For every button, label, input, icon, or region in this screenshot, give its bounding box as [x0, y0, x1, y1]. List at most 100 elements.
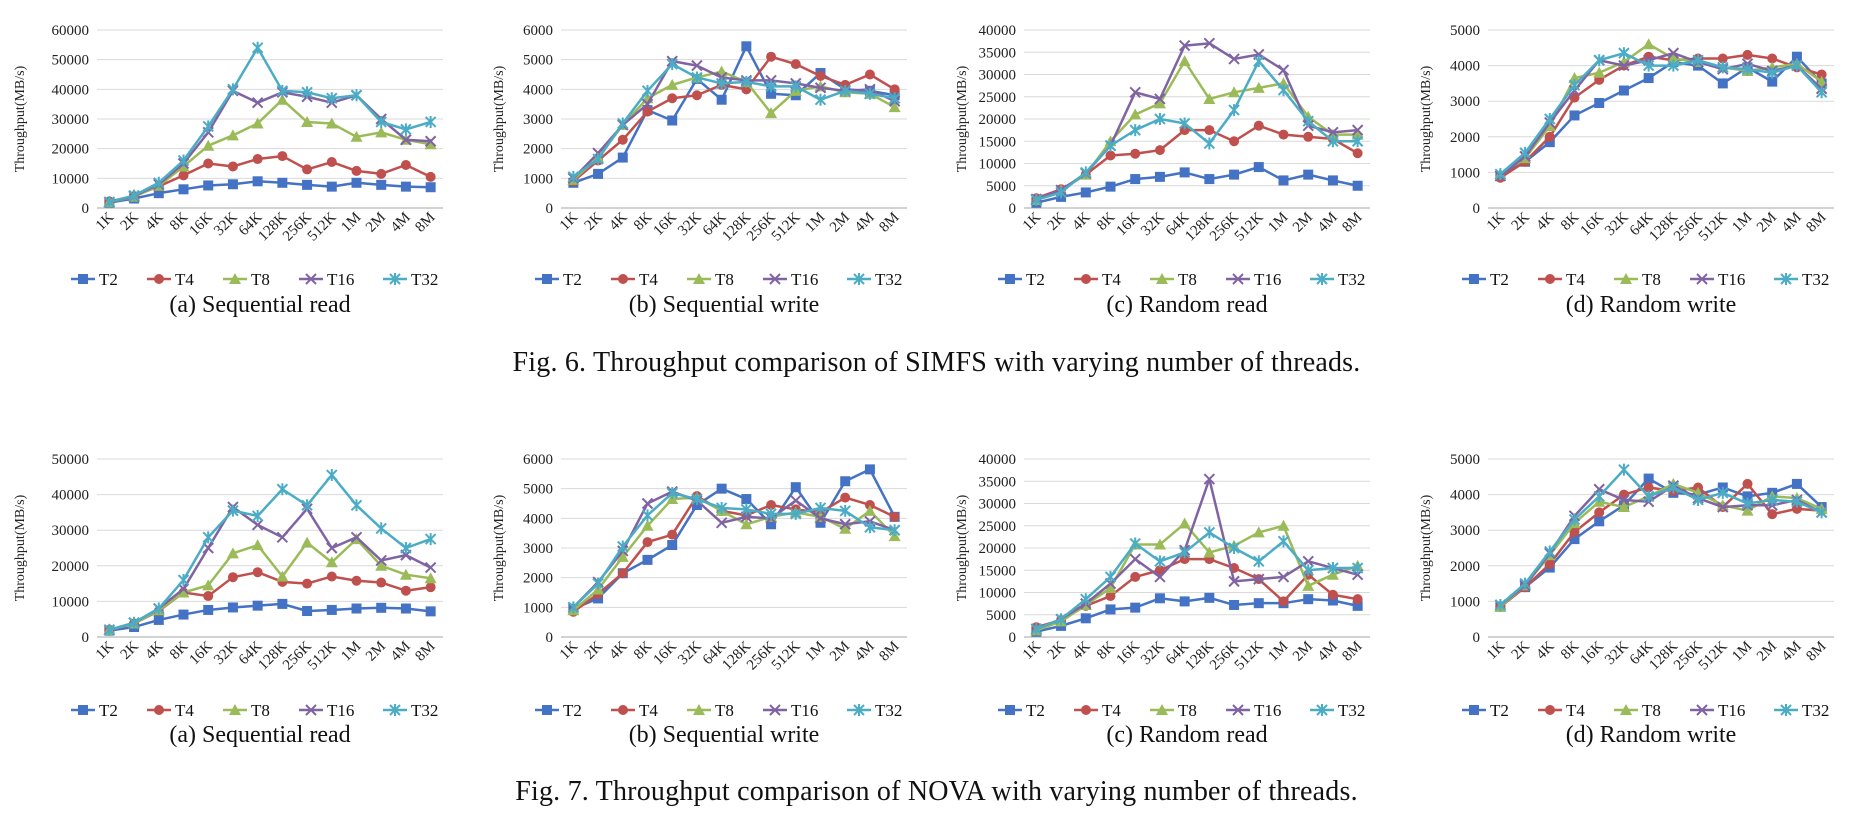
data-point	[178, 184, 189, 195]
y-tick-label: 1000	[523, 171, 553, 187]
legend-marker	[305, 704, 317, 716]
y-tick-label: 10000	[52, 171, 90, 187]
y-tick-label: 2000	[1450, 130, 1480, 146]
x-tick-label: 512K	[769, 638, 804, 673]
data-point	[424, 561, 437, 574]
data-point	[252, 154, 263, 165]
data-point	[1203, 37, 1216, 50]
x-tick-label: 2K	[1045, 209, 1069, 233]
data-point	[1154, 571, 1166, 583]
data-point	[1326, 128, 1339, 140]
data-point	[1791, 51, 1802, 62]
series-t2	[568, 464, 900, 614]
x-tick-label: 1K	[557, 638, 581, 662]
legend-item-t32: T32	[1310, 701, 1365, 720]
data-point	[103, 623, 116, 636]
legend-label: T2	[1026, 701, 1045, 720]
x-tick-label: 1M	[338, 639, 364, 665]
data-point	[1302, 115, 1314, 128]
data-point	[178, 609, 189, 620]
data-point	[1351, 124, 1364, 136]
y-tick-label: 40000	[979, 452, 1017, 468]
data-point	[1105, 181, 1116, 192]
data-point	[1618, 494, 1630, 506]
legend-label: T16	[791, 701, 818, 720]
panel-title: (d) Random write	[1566, 292, 1737, 318]
data-point	[1228, 53, 1240, 65]
x-tick-label: 1M	[1729, 639, 1755, 665]
data-point	[740, 518, 753, 530]
y-tick-label: 2000	[1450, 559, 1480, 575]
x-tick-label: 1K	[93, 209, 117, 233]
x-tick-label: 32K	[211, 638, 241, 668]
data-point	[691, 59, 703, 72]
data-point	[840, 492, 851, 503]
legend-label: T4	[175, 270, 194, 289]
data-point	[1351, 135, 1364, 148]
y-tick-label: 0	[1009, 630, 1017, 646]
data-point	[1105, 604, 1116, 615]
y-tick-label: 1000	[523, 600, 553, 616]
y-tick-label: 4000	[523, 82, 553, 98]
data-point	[350, 531, 363, 544]
legend-marker	[1696, 704, 1708, 716]
data-point	[424, 135, 437, 147]
x-tick-label: 2M	[1290, 210, 1316, 236]
data-point	[1327, 135, 1339, 148]
data-point	[1544, 137, 1555, 148]
data-point	[276, 93, 289, 105]
data-point	[203, 604, 214, 615]
data-point	[178, 170, 189, 181]
data-point	[1253, 555, 1265, 568]
data-point	[1228, 542, 1240, 554]
data-point	[1791, 59, 1803, 72]
data-point	[888, 524, 901, 537]
data-point	[1352, 594, 1363, 605]
data-point	[1519, 577, 1531, 590]
data-point	[641, 98, 654, 110]
data-point	[1594, 97, 1605, 108]
legend-marker	[1545, 705, 1555, 715]
legend-label: T16	[1254, 270, 1281, 289]
data-point	[889, 84, 900, 95]
legend-label: T16	[1718, 270, 1745, 289]
data-point	[227, 572, 238, 583]
legend-item-t16: T16	[763, 270, 818, 289]
legend-label: T8	[715, 270, 734, 289]
data-point	[1791, 503, 1802, 514]
data-point	[1717, 501, 1729, 513]
x-tick-label: 4K	[606, 638, 630, 662]
legend-item-t32: T32	[1774, 701, 1829, 720]
data-point	[1277, 64, 1290, 76]
data-point	[1767, 76, 1778, 87]
data-point	[277, 151, 288, 162]
x-tick-label: 1K	[1020, 638, 1044, 662]
x-tick-label: 16K	[1113, 638, 1143, 668]
figure-6-caption: Fig. 6. Throughput comparison of SIMFS w…	[512, 347, 1361, 378]
legend-marker	[769, 273, 781, 285]
x-tick-label: 2K	[1509, 638, 1533, 662]
series-t32	[567, 487, 901, 614]
x-tick-label: 4M	[388, 639, 414, 665]
data-point	[1154, 145, 1165, 156]
x-tick-label: 4M	[852, 639, 878, 665]
x-tick-label: 32K	[1602, 209, 1632, 239]
data-point	[766, 519, 777, 530]
x-tick-label: 32K	[1602, 638, 1632, 668]
legend-label: T8	[251, 701, 270, 720]
series-line	[572, 468, 896, 610]
data-point	[864, 521, 876, 534]
legend-item-t8: T8	[687, 701, 734, 720]
panel-title: (b) Sequential write	[629, 292, 820, 318]
data-point	[375, 115, 387, 128]
data-point	[1643, 73, 1654, 84]
data-point	[1228, 104, 1240, 117]
legend-marker	[1696, 273, 1708, 285]
data-point	[1303, 169, 1314, 180]
legend-item-t32: T32	[383, 701, 438, 720]
data-point	[1278, 596, 1289, 607]
data-point	[1302, 579, 1315, 591]
legend-label: T32	[411, 270, 438, 289]
data-point	[1569, 526, 1580, 537]
data-point	[642, 537, 653, 548]
